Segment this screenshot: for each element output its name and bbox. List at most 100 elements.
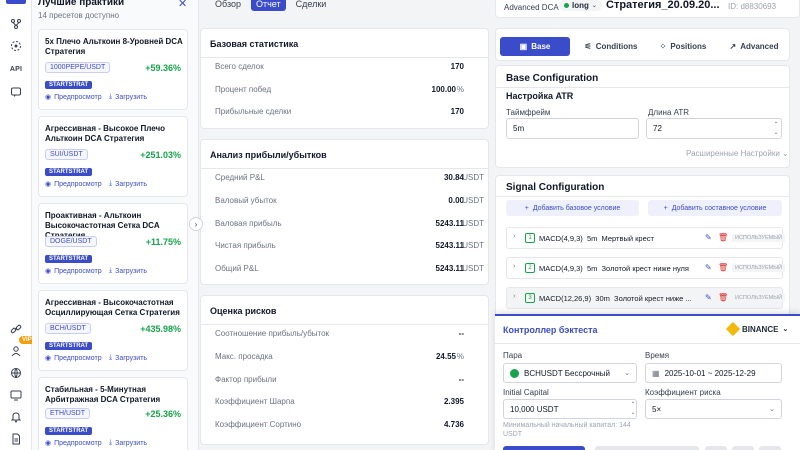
preview-button[interactable]: ◉ Предпросмотр: [45, 93, 102, 102]
stat-value: 5243.11: [435, 264, 464, 273]
preset-card[interactable]: Стабильная - 5-Минутная Арбитражная DCA …: [38, 377, 188, 450]
trash-icon[interactable]: 🗑: [718, 263, 729, 272]
capital-input[interactable]: 10,000 USDT: [503, 399, 637, 419]
load-button[interactable]: ⤓ Загрузить: [109, 93, 147, 101]
risk-select[interactable]: 5× ⌄: [645, 399, 782, 419]
chevron-right-icon[interactable]: ›: [513, 293, 516, 300]
risk-value: 5×: [652, 404, 662, 414]
stat-label: Общий P&L: [215, 264, 259, 273]
condition-row[interactable]: › 1 MACD(4,9,3) 5m Мертвый крест ✎ 🗑 ИСП…: [506, 227, 786, 249]
used-badge: ИСПОЛЬЗУЕМЫЙ: [732, 264, 786, 272]
capital-label: Initial Capital: [503, 388, 549, 397]
stat-label: Чистая прибыль: [215, 241, 276, 250]
preview-button[interactable]: ◉ Предпросмотр: [45, 267, 102, 276]
preset-card[interactable]: Агрессивная - Высокочастотная Осциллирую…: [38, 290, 188, 371]
backtest-title: Контроллер бэктеста: [503, 325, 598, 335]
preset-card[interactable]: Проактивная - Альткоин Высокочастотная С…: [38, 203, 188, 284]
tab-trades[interactable]: Сделки: [295, 0, 327, 9]
download-icon: ⤓: [109, 180, 113, 187]
preset-pnl: +59.36%: [145, 63, 181, 73]
tab-base[interactable]: ▣ Base: [500, 37, 570, 56]
close-icon[interactable]: ✕: [178, 0, 188, 10]
chevron-right-icon[interactable]: ›: [513, 233, 516, 240]
add-composite-label: Добавить составное условие: [671, 204, 767, 212]
document-icon[interactable]: [8, 431, 24, 447]
advanced-settings-label: Расширенные Настройки: [686, 149, 780, 158]
chevron-right-icon[interactable]: ›: [513, 263, 516, 270]
load-button[interactable]: ⤓ Загрузить: [109, 180, 147, 188]
icon-button[interactable]: [759, 446, 781, 450]
edit-icon[interactable]: ✎: [705, 233, 712, 242]
condition-name: Мертвый крест: [601, 234, 654, 243]
add-composite-condition-button[interactable]: + Добавить составное условие: [648, 200, 782, 216]
preset-card[interactable]: Агрессивная - Высокое Плечо Альткоин DCA…: [38, 116, 188, 197]
icon-button[interactable]: [705, 446, 727, 450]
strategy-header: Advanced DCA long ⌄ Стратегия_20.09.20...…: [495, 0, 800, 18]
bell-icon[interactable]: [8, 409, 24, 425]
api-label[interactable]: API: [9, 65, 23, 73]
trash-icon[interactable]: 🗑: [718, 233, 729, 242]
tab-positions[interactable]: ⁘ Positions: [648, 37, 718, 56]
tab-advanced[interactable]: ↗ Advanced: [719, 37, 789, 56]
link-icon[interactable]: [8, 321, 24, 337]
trash-icon[interactable]: 🗑: [718, 293, 729, 302]
capital-stepper[interactable]: ⌃ ⌄: [630, 402, 636, 416]
stat-row: Процент побед 100.00%: [215, 85, 464, 97]
preset-name: Агрессивная - Высокочастотная Осциллирую…: [45, 298, 180, 317]
edit-icon[interactable]: ✎: [705, 293, 712, 302]
edit-icon[interactable]: ✎: [705, 263, 712, 272]
load-button[interactable]: ⤓ Загрузить: [109, 354, 147, 362]
tab-conditions-label: Conditions: [595, 42, 638, 51]
icon-button[interactable]: [732, 446, 754, 450]
stat-unit: USDT: [462, 219, 484, 228]
condition-name: Золотой крест ниже нуля: [601, 264, 689, 273]
exchange-select[interactable]: BINANCE ⌄: [725, 321, 788, 337]
preset-name: Стабильная - 5-Минутная Арбитражная DCA …: [45, 385, 161, 404]
preset-pair: ETH/USDT: [45, 408, 90, 419]
preview-button[interactable]: ◉ Предпросмотр: [45, 354, 102, 363]
date-range-input[interactable]: ▦ 2025-10-01 ~ 2025-12-29: [645, 363, 782, 383]
network-icon[interactable]: [8, 16, 24, 32]
preview-button[interactable]: ◉ Предпросмотр: [45, 439, 102, 448]
strategy-name[interactable]: Стратегия_20.09.20...: [606, 0, 720, 11]
run-backtest-button[interactable]: [503, 446, 585, 450]
pnl-analysis-title: Анализ прибыли/убытков: [210, 150, 327, 160]
preset-card[interactable]: 5х Плечо Альткоин 8-Уровней DCA Стратеги…: [38, 29, 188, 110]
atr-length-stepper[interactable]: ⌃ ⌄: [773, 122, 779, 136]
stat-row: Валовая прибыль 5243.11 USDT: [215, 219, 484, 231]
add-base-condition-button[interactable]: + Добавить базовое условие: [506, 200, 639, 216]
user-icon[interactable]: [8, 343, 24, 359]
brand-logo[interactable]: [6, 0, 26, 4]
condition-row[interactable]: › 3 MACD(12,26,9) 30m Золотой крест ниже…: [506, 287, 786, 309]
risk-panel: Оценка рисков Соотношение прибыль/убыток…: [200, 295, 489, 445]
timeframe-input[interactable]: 5m: [506, 118, 639, 139]
direction-select[interactable]: long ⌄: [559, 0, 602, 11]
tab-conditions[interactable]: ⚟ Conditions: [576, 37, 646, 56]
load-button[interactable]: ⤓ Загрузить: [109, 439, 147, 447]
preview-button[interactable]: ◉ Предпросмотр: [45, 180, 102, 189]
tab-report[interactable]: Отчет: [251, 0, 286, 11]
condition-row[interactable]: › 2 MACD(4,9,3) 5m Золотой крест ниже ну…: [506, 257, 786, 279]
globe-icon[interactable]: [8, 365, 24, 381]
eye-icon: ◉: [45, 355, 52, 362]
preset-pair: BCH/USDT: [45, 323, 91, 334]
stat-value: 5243.11: [435, 241, 464, 250]
pair-select[interactable]: BCHUSDT Бессрочный ⌄: [503, 363, 637, 383]
download-icon: ⤓: [109, 267, 113, 274]
preview-label: Предпросмотр: [54, 439, 102, 447]
stat-row: Фактор прибыли --: [215, 375, 464, 387]
vip-badge: VIP: [19, 336, 35, 344]
atr-length-input[interactable]: 72: [646, 118, 782, 139]
risk-label: Коэффициент риска: [645, 388, 721, 397]
eye-icon: ◉: [45, 268, 52, 275]
secondary-button[interactable]: [595, 446, 699, 450]
atom-icon[interactable]: [8, 38, 24, 54]
load-button[interactable]: ⤓ Загрузить: [109, 267, 147, 275]
chat-icon[interactable]: [8, 84, 24, 100]
base-config-panel: Base Configuration Настройка ATR Таймфре…: [495, 65, 790, 168]
tab-overview[interactable]: Обзор: [215, 0, 241, 9]
monitor-icon[interactable]: [8, 387, 24, 403]
stat-row: Валовый убыток 0.00 USDT: [215, 196, 484, 208]
collapse-panel-button[interactable]: ›: [189, 217, 203, 231]
advanced-settings-toggle[interactable]: Расширенные Настройки ⌄: [686, 149, 789, 158]
